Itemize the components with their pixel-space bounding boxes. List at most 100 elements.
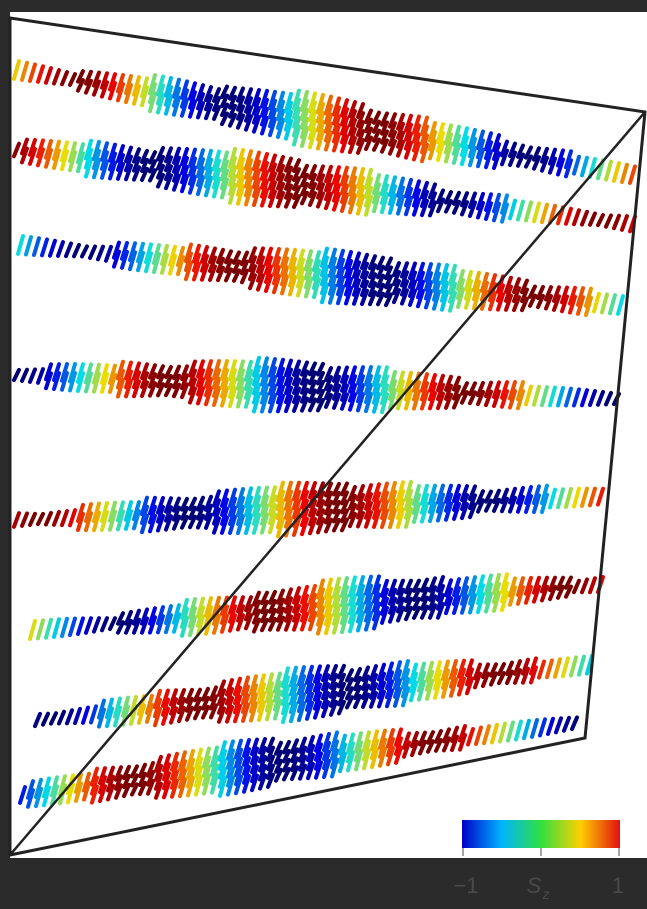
spin-arrow xyxy=(530,717,539,739)
spin-arrow xyxy=(244,386,253,409)
spin-arrow xyxy=(564,575,573,590)
spin-arrow xyxy=(464,278,473,301)
spin-arrow xyxy=(265,672,274,695)
spin-arrow xyxy=(252,512,261,535)
spin-arrow xyxy=(233,676,242,697)
spin-arrow xyxy=(364,194,373,217)
spin-arrow xyxy=(388,370,397,393)
spin-arrow xyxy=(356,138,365,155)
spin-arrow xyxy=(444,501,453,522)
spin-arrow xyxy=(196,148,205,170)
spin-arrow xyxy=(122,782,131,799)
spin-arrow xyxy=(124,378,133,399)
spin-arrow xyxy=(208,255,217,273)
spin-arrow xyxy=(256,264,265,283)
spin-arrow xyxy=(65,708,74,726)
spin-arrow xyxy=(348,374,357,394)
spin-arrow xyxy=(489,671,498,687)
spin-arrow xyxy=(356,511,365,529)
spin-arrow xyxy=(436,122,445,144)
spin-arrow xyxy=(225,687,234,706)
spin-arrow xyxy=(154,772,163,791)
spin-arrow xyxy=(314,751,323,771)
spin-arrow xyxy=(348,118,357,137)
spin-arrow xyxy=(452,492,461,512)
spin-arrow xyxy=(484,498,493,513)
spin-arrow xyxy=(284,109,293,132)
spin-arrow xyxy=(348,109,357,128)
spin-arrow xyxy=(76,151,85,174)
spin-arrow xyxy=(172,496,181,513)
spin-arrow xyxy=(284,174,293,191)
spin-arrow xyxy=(292,498,301,519)
spin-arrow xyxy=(496,292,505,312)
spin-arrow xyxy=(58,774,67,797)
spin-arrow xyxy=(84,502,93,524)
spin-arrow xyxy=(492,201,501,223)
spin-arrow xyxy=(140,362,149,380)
spin-arrow xyxy=(532,484,541,506)
spin-arrow xyxy=(376,264,385,280)
spin-arrow xyxy=(516,485,525,505)
spin-arrow xyxy=(352,260,361,279)
spin-arrow xyxy=(268,98,277,120)
spin-arrow xyxy=(41,711,50,727)
spin-arrow xyxy=(408,270,417,289)
spin-arrow xyxy=(153,706,162,728)
spin-arrow xyxy=(316,614,325,636)
spin-arrow xyxy=(476,138,485,160)
spin-arrow xyxy=(204,166,213,189)
spin-arrow xyxy=(122,764,131,781)
spin-arrow xyxy=(388,121,397,138)
spin-arrow xyxy=(196,495,205,512)
spin-arrow xyxy=(132,84,141,106)
spin-arrow xyxy=(216,256,225,274)
spin-arrow xyxy=(226,739,235,761)
spin-arrow xyxy=(156,74,165,97)
spin-arrow xyxy=(444,392,453,410)
spin-arrow xyxy=(268,503,277,526)
spin-arrow xyxy=(428,576,437,593)
spin-arrow xyxy=(164,373,173,389)
spin-arrow xyxy=(436,602,445,620)
spin-arrow xyxy=(353,675,362,692)
spin-arrow xyxy=(268,171,277,190)
spin-arrow xyxy=(521,657,530,676)
spin-arrow xyxy=(196,368,205,388)
spin-arrow xyxy=(76,502,85,523)
spin-arrow xyxy=(106,765,115,784)
spin-arrow xyxy=(412,197,421,217)
spin-arrow xyxy=(312,268,321,291)
spin-arrow xyxy=(154,754,163,773)
spin-arrow xyxy=(264,246,273,266)
spin-arrow xyxy=(484,573,493,596)
spin-arrow xyxy=(340,374,349,393)
spin-arrow xyxy=(316,191,325,209)
spin-arrow xyxy=(228,487,237,509)
spin-arrow xyxy=(497,662,506,677)
spin-arrow xyxy=(228,514,237,536)
spin-arrow xyxy=(52,617,61,639)
spin-arrow xyxy=(156,513,165,533)
spin-arrow xyxy=(420,577,429,593)
spin-arrow xyxy=(289,674,298,697)
spin-arrow xyxy=(292,167,301,182)
spin-arrow xyxy=(548,584,557,602)
spin-arrow xyxy=(220,386,229,408)
spin-arrow xyxy=(436,188,445,205)
spin-arrow xyxy=(218,758,227,780)
spin-arrow xyxy=(396,370,405,393)
spin-arrow xyxy=(452,393,461,410)
spin-arrow xyxy=(404,140,413,160)
spin-arrow xyxy=(356,593,365,615)
spin-arrow xyxy=(508,585,517,607)
spin-arrow xyxy=(468,575,477,597)
spin-arrow xyxy=(156,373,165,389)
spin-arrow xyxy=(372,500,381,520)
spin-arrow xyxy=(186,775,195,798)
spin-arrow xyxy=(292,395,301,413)
spin-arrow xyxy=(524,200,533,223)
spin-arrow xyxy=(457,667,466,688)
spin-arrow xyxy=(196,83,205,102)
spin-arrow xyxy=(340,174,349,196)
